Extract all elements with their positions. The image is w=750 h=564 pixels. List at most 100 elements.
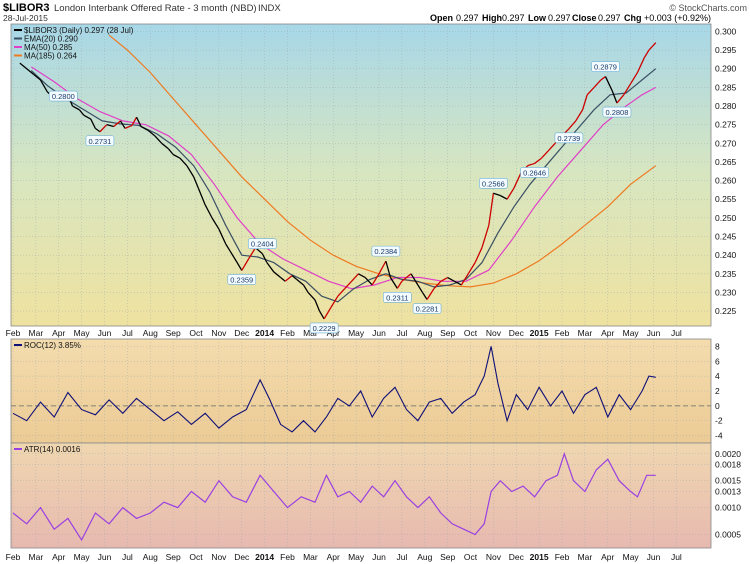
roc-line — [12, 346, 656, 433]
x-tick-label: Aug — [143, 552, 158, 562]
y-tick-label: 0.225 — [715, 306, 737, 316]
price-segment — [581, 94, 588, 110]
annotation-box — [309, 322, 339, 334]
annotation-box — [602, 106, 632, 118]
price-segment — [481, 225, 490, 248]
x-tick-label: May — [348, 552, 365, 562]
price-segment — [83, 114, 92, 120]
y-tick-label: 0 — [715, 401, 720, 411]
price-segment — [467, 262, 476, 275]
y-tick-label: 0.265 — [715, 157, 737, 167]
x-tick-label: Mar — [303, 328, 318, 338]
atr-line — [12, 451, 656, 542]
price-segment — [211, 217, 220, 230]
price-segment — [135, 116, 142, 127]
series-lines — [12, 34, 657, 542]
x-tick-label: Aug — [417, 328, 432, 338]
x-tick-label: Oct — [464, 328, 478, 338]
y-tick-label: 0.0010 — [715, 503, 741, 513]
price-annotations: 0.2800 0.2731 0.2359 0.2404 0.2229 0.2384 0.23… — [49, 61, 632, 334]
price-segment — [337, 288, 346, 297]
annotation-label: 0.2359 — [230, 275, 253, 284]
x-tick-label: Feb — [6, 328, 21, 338]
x-tick-label: Oct — [189, 328, 203, 338]
price-segment — [119, 120, 126, 129]
annotation-label: 0.2404 — [251, 240, 274, 249]
price-segment — [344, 280, 353, 290]
x-tick-label: Apr — [52, 328, 65, 338]
price-segment — [273, 271, 282, 279]
price-segment — [604, 76, 613, 92]
price-segment — [39, 79, 48, 93]
legend-entry: EMA(20) 0.290 — [24, 35, 78, 44]
x-tick-label: Apr — [327, 552, 340, 562]
ohlc-open-value: 0.297 — [456, 13, 479, 23]
legend-entry: MA(50) 0.285 — [24, 43, 73, 52]
x-tick-label: Oct — [189, 552, 203, 562]
price-segment — [225, 243, 231, 252]
annotation-label: 0.2229 — [313, 324, 336, 333]
annotation-label: 0.2879 — [594, 63, 617, 72]
legends: $LIBOR3 (Daily) 0.297 (28 Jul)EMA(20) 0.… — [14, 26, 134, 454]
price-segment — [534, 157, 542, 164]
price-segment — [147, 129, 156, 137]
y-tick-label: -2 — [715, 416, 723, 426]
price-segment — [248, 247, 257, 260]
price-segment — [493, 192, 501, 197]
price-segment — [474, 247, 483, 263]
x-tick-label: Dec — [234, 552, 250, 562]
annotation-label: 0.2646 — [523, 168, 546, 177]
annotation-label: 0.2281 — [416, 305, 439, 314]
price-segment — [643, 49, 650, 58]
ohlc-open-label: Open — [430, 13, 453, 23]
price-segment — [266, 262, 275, 273]
x-tick-label: Mar — [29, 328, 44, 338]
x-tick-label: Apr — [601, 552, 614, 562]
price-segment — [630, 72, 639, 84]
annotation-box — [554, 132, 584, 144]
y-axes: 0.225 0.230 0.235 0.240 0.245 0.250 0.255 0.260… — [715, 26, 741, 539]
y-tick-label: 0.0013 — [715, 486, 741, 496]
y-tick-label: 0.275 — [715, 120, 737, 130]
y-tick-label: 0.0015 — [715, 476, 741, 486]
y-tick-label: 0.0018 — [715, 460, 741, 470]
price-segment — [371, 273, 380, 286]
y-tick-label: 0.245 — [715, 232, 737, 242]
price-segment — [307, 292, 316, 301]
y-tick-label: 6 — [715, 356, 720, 366]
y-tick-label: 0.270 — [715, 138, 737, 148]
x-tick-label: Apr — [601, 328, 614, 338]
x-tick-label: Jun — [372, 328, 386, 338]
price-segment — [19, 62, 34, 75]
price-segment — [488, 193, 495, 226]
annotation-label: 0.2731 — [88, 137, 111, 146]
price-segment — [168, 148, 174, 155]
price-segment — [433, 280, 442, 290]
x-tick-label: Feb — [555, 552, 570, 562]
x-tick-label: Feb — [555, 328, 570, 338]
x-tick-label: Jul — [396, 328, 407, 338]
x-tick-label: Jul — [122, 552, 133, 562]
ohlc-close-label: Close — [572, 13, 597, 23]
price-segment — [94, 127, 101, 133]
price-segment — [241, 258, 250, 271]
price-segment — [140, 125, 149, 131]
price-segment — [600, 76, 606, 81]
annotation-label: 0.2566 — [482, 179, 505, 188]
price-segment — [218, 228, 227, 245]
x-tick-label: Jun — [98, 328, 112, 338]
annotation-box — [371, 245, 401, 257]
x-tick-label: Oct — [464, 552, 478, 562]
y-tick-label: 0.235 — [715, 269, 737, 279]
price-segment — [440, 276, 448, 282]
annotation-label: 0.2384 — [374, 247, 397, 256]
price-segment — [204, 204, 213, 219]
x-tick-label: Dec — [509, 328, 525, 338]
price-segment — [318, 310, 325, 320]
price-segment — [396, 280, 403, 289]
grid-lines — [11, 24, 711, 548]
price-segment — [358, 273, 366, 279]
legend-entry: ATR(14) 0.0016 — [24, 445, 81, 454]
price-segment — [78, 109, 85, 116]
